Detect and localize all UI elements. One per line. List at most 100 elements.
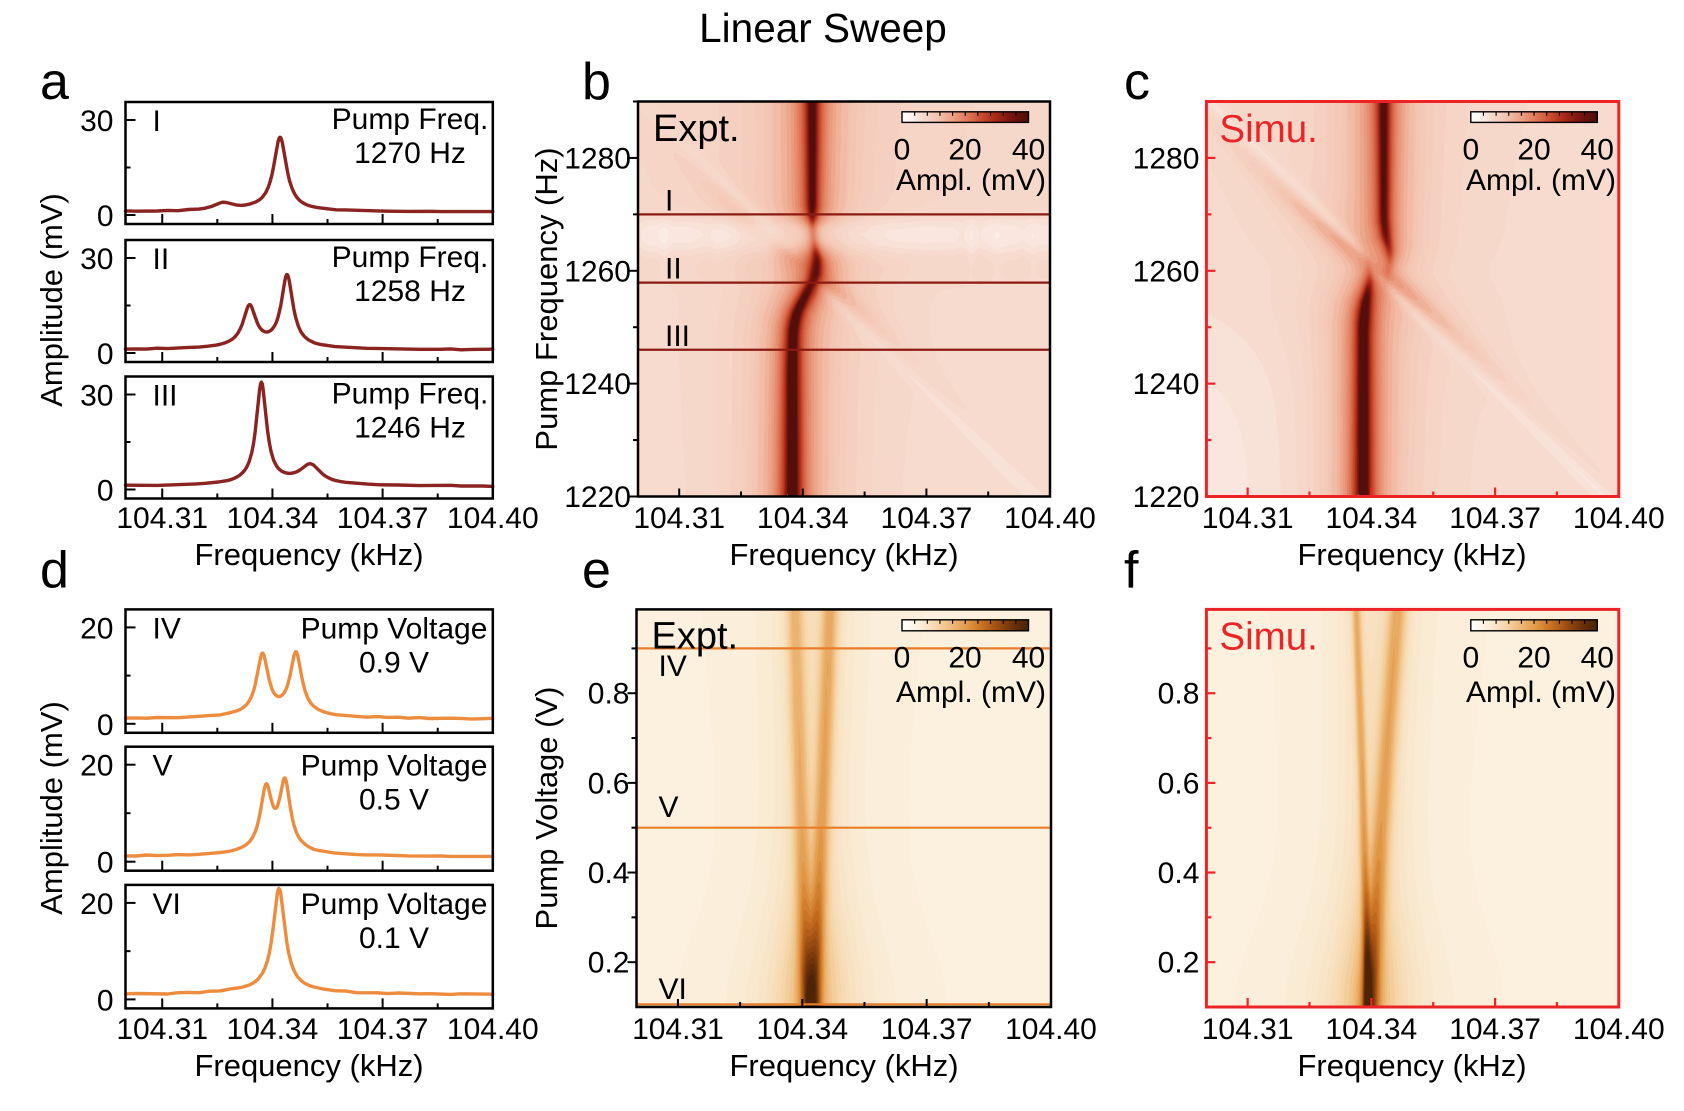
- svg-text:104.40: 104.40: [1573, 1013, 1665, 1046]
- svg-text:Ampl. (mV): Ampl. (mV): [896, 676, 1046, 709]
- svg-text:20: 20: [948, 642, 981, 675]
- svg-text:30: 30: [80, 380, 113, 413]
- svg-text:Frequency (kHz): Frequency (kHz): [194, 1048, 423, 1083]
- svg-text:c: c: [1124, 53, 1150, 111]
- svg-text:1280: 1280: [1133, 142, 1200, 175]
- svg-text:104.37: 104.37: [1449, 1013, 1541, 1046]
- svg-text:Pump Voltage: Pump Voltage: [301, 612, 488, 645]
- svg-text:Amplitude (mV): Amplitude (mV): [34, 701, 69, 915]
- svg-text:V: V: [153, 750, 173, 783]
- svg-text:104.40: 104.40: [1004, 502, 1096, 535]
- svg-text:104.40: 104.40: [1005, 1013, 1097, 1046]
- svg-text:Expt.: Expt.: [653, 108, 740, 150]
- svg-text:40: 40: [1581, 134, 1614, 167]
- svg-text:Frequency (kHz): Frequency (kHz): [194, 537, 423, 572]
- svg-text:I: I: [665, 184, 673, 217]
- svg-text:104.37: 104.37: [337, 502, 429, 535]
- svg-text:0.8: 0.8: [588, 678, 630, 711]
- svg-text:VI: VI: [153, 888, 181, 921]
- svg-text:0: 0: [97, 847, 114, 880]
- svg-text:1220: 1220: [564, 481, 631, 514]
- svg-text:40: 40: [1581, 642, 1614, 675]
- svg-text:20: 20: [1517, 642, 1550, 675]
- svg-text:104.40: 104.40: [1573, 502, 1665, 535]
- svg-text:b: b: [582, 53, 611, 111]
- svg-text:104.34: 104.34: [757, 502, 849, 535]
- svg-text:1280: 1280: [564, 142, 631, 175]
- svg-text:0.2: 0.2: [1158, 947, 1200, 980]
- svg-text:Ampl. (mV): Ampl. (mV): [1466, 676, 1616, 709]
- svg-text:VI: VI: [659, 973, 687, 1006]
- svg-text:0: 0: [97, 338, 114, 371]
- svg-text:104.37: 104.37: [881, 502, 973, 535]
- svg-text:104.37: 104.37: [1449, 502, 1541, 535]
- svg-text:1258 Hz: 1258 Hz: [354, 275, 466, 308]
- svg-text:Pump Freq.: Pump Freq.: [332, 241, 489, 274]
- svg-text:40: 40: [1012, 642, 1045, 675]
- svg-text:0.5 V: 0.5 V: [359, 784, 429, 817]
- svg-text:104.34: 104.34: [227, 502, 319, 535]
- svg-text:1240: 1240: [564, 368, 631, 401]
- svg-text:104.37: 104.37: [881, 1013, 973, 1046]
- svg-text:d: d: [40, 542, 69, 600]
- svg-text:104.40: 104.40: [447, 502, 539, 535]
- svg-text:104.37: 104.37: [337, 1013, 429, 1046]
- svg-text:0: 0: [894, 134, 911, 167]
- svg-text:0.2: 0.2: [588, 947, 630, 980]
- svg-text:20: 20: [80, 888, 113, 921]
- svg-text:Frequency (kHz): Frequency (kHz): [1297, 537, 1526, 572]
- svg-text:104.40: 104.40: [447, 1013, 539, 1046]
- svg-text:Amplitude (mV): Amplitude (mV): [34, 193, 69, 407]
- svg-text:Frequency (kHz): Frequency (kHz): [729, 1048, 958, 1083]
- svg-text:a: a: [40, 53, 69, 111]
- svg-text:V: V: [659, 791, 679, 824]
- svg-text:0: 0: [97, 984, 114, 1017]
- svg-text:II: II: [153, 243, 170, 276]
- svg-text:0.4: 0.4: [588, 857, 630, 890]
- svg-text:104.31: 104.31: [1202, 502, 1294, 535]
- svg-text:Frequency (kHz): Frequency (kHz): [1297, 1048, 1526, 1083]
- svg-text:III: III: [665, 320, 690, 353]
- svg-text:e: e: [582, 542, 611, 600]
- svg-text:Pump Voltage: Pump Voltage: [301, 750, 488, 783]
- svg-text:Pump Voltage (V): Pump Voltage (V): [529, 687, 564, 930]
- svg-text:Expt.: Expt.: [652, 616, 739, 658]
- svg-text:104.31: 104.31: [116, 502, 208, 535]
- svg-text:0.9 V: 0.9 V: [359, 646, 429, 679]
- svg-text:104.34: 104.34: [756, 1013, 848, 1046]
- svg-text:Ampl. (mV): Ampl. (mV): [1466, 164, 1616, 197]
- svg-text:Simu.: Simu.: [1219, 616, 1317, 659]
- svg-text:104.31: 104.31: [632, 1013, 724, 1046]
- svg-text:104.31: 104.31: [116, 1013, 208, 1046]
- svg-text:III: III: [153, 380, 178, 413]
- svg-text:0: 0: [1462, 642, 1479, 675]
- svg-text:0: 0: [97, 709, 114, 742]
- svg-text:0: 0: [1462, 134, 1479, 167]
- svg-text:II: II: [665, 253, 682, 286]
- svg-text:IV: IV: [153, 612, 181, 645]
- svg-text:0: 0: [894, 642, 911, 675]
- svg-text:Pump Freq.: Pump Freq.: [332, 378, 489, 411]
- svg-text:0: 0: [97, 200, 114, 233]
- svg-text:Linear Sweep: Linear Sweep: [699, 5, 947, 51]
- svg-text:Pump Freq.: Pump Freq.: [332, 103, 489, 136]
- svg-text:1246 Hz: 1246 Hz: [354, 412, 466, 445]
- svg-text:Frequency (kHz): Frequency (kHz): [729, 537, 958, 572]
- svg-text:Pump Frequency (Hz): Pump Frequency (Hz): [529, 147, 564, 450]
- svg-text:30: 30: [80, 105, 113, 138]
- svg-text:20: 20: [1517, 134, 1550, 167]
- svg-text:1260: 1260: [1133, 255, 1200, 288]
- svg-text:0: 0: [97, 475, 114, 508]
- svg-text:1270 Hz: 1270 Hz: [354, 137, 466, 170]
- svg-text:30: 30: [80, 243, 113, 276]
- svg-text:40: 40: [1012, 134, 1045, 167]
- svg-text:104.34: 104.34: [227, 1013, 319, 1046]
- svg-text:Pump Voltage: Pump Voltage: [301, 888, 488, 921]
- svg-text:20: 20: [948, 134, 981, 167]
- svg-text:0.6: 0.6: [1158, 767, 1200, 800]
- svg-text:1240: 1240: [1133, 368, 1200, 401]
- svg-text:0.6: 0.6: [588, 767, 630, 800]
- svg-text:20: 20: [80, 750, 113, 783]
- svg-text:0.4: 0.4: [1158, 857, 1200, 890]
- svg-text:Simu.: Simu.: [1219, 108, 1317, 151]
